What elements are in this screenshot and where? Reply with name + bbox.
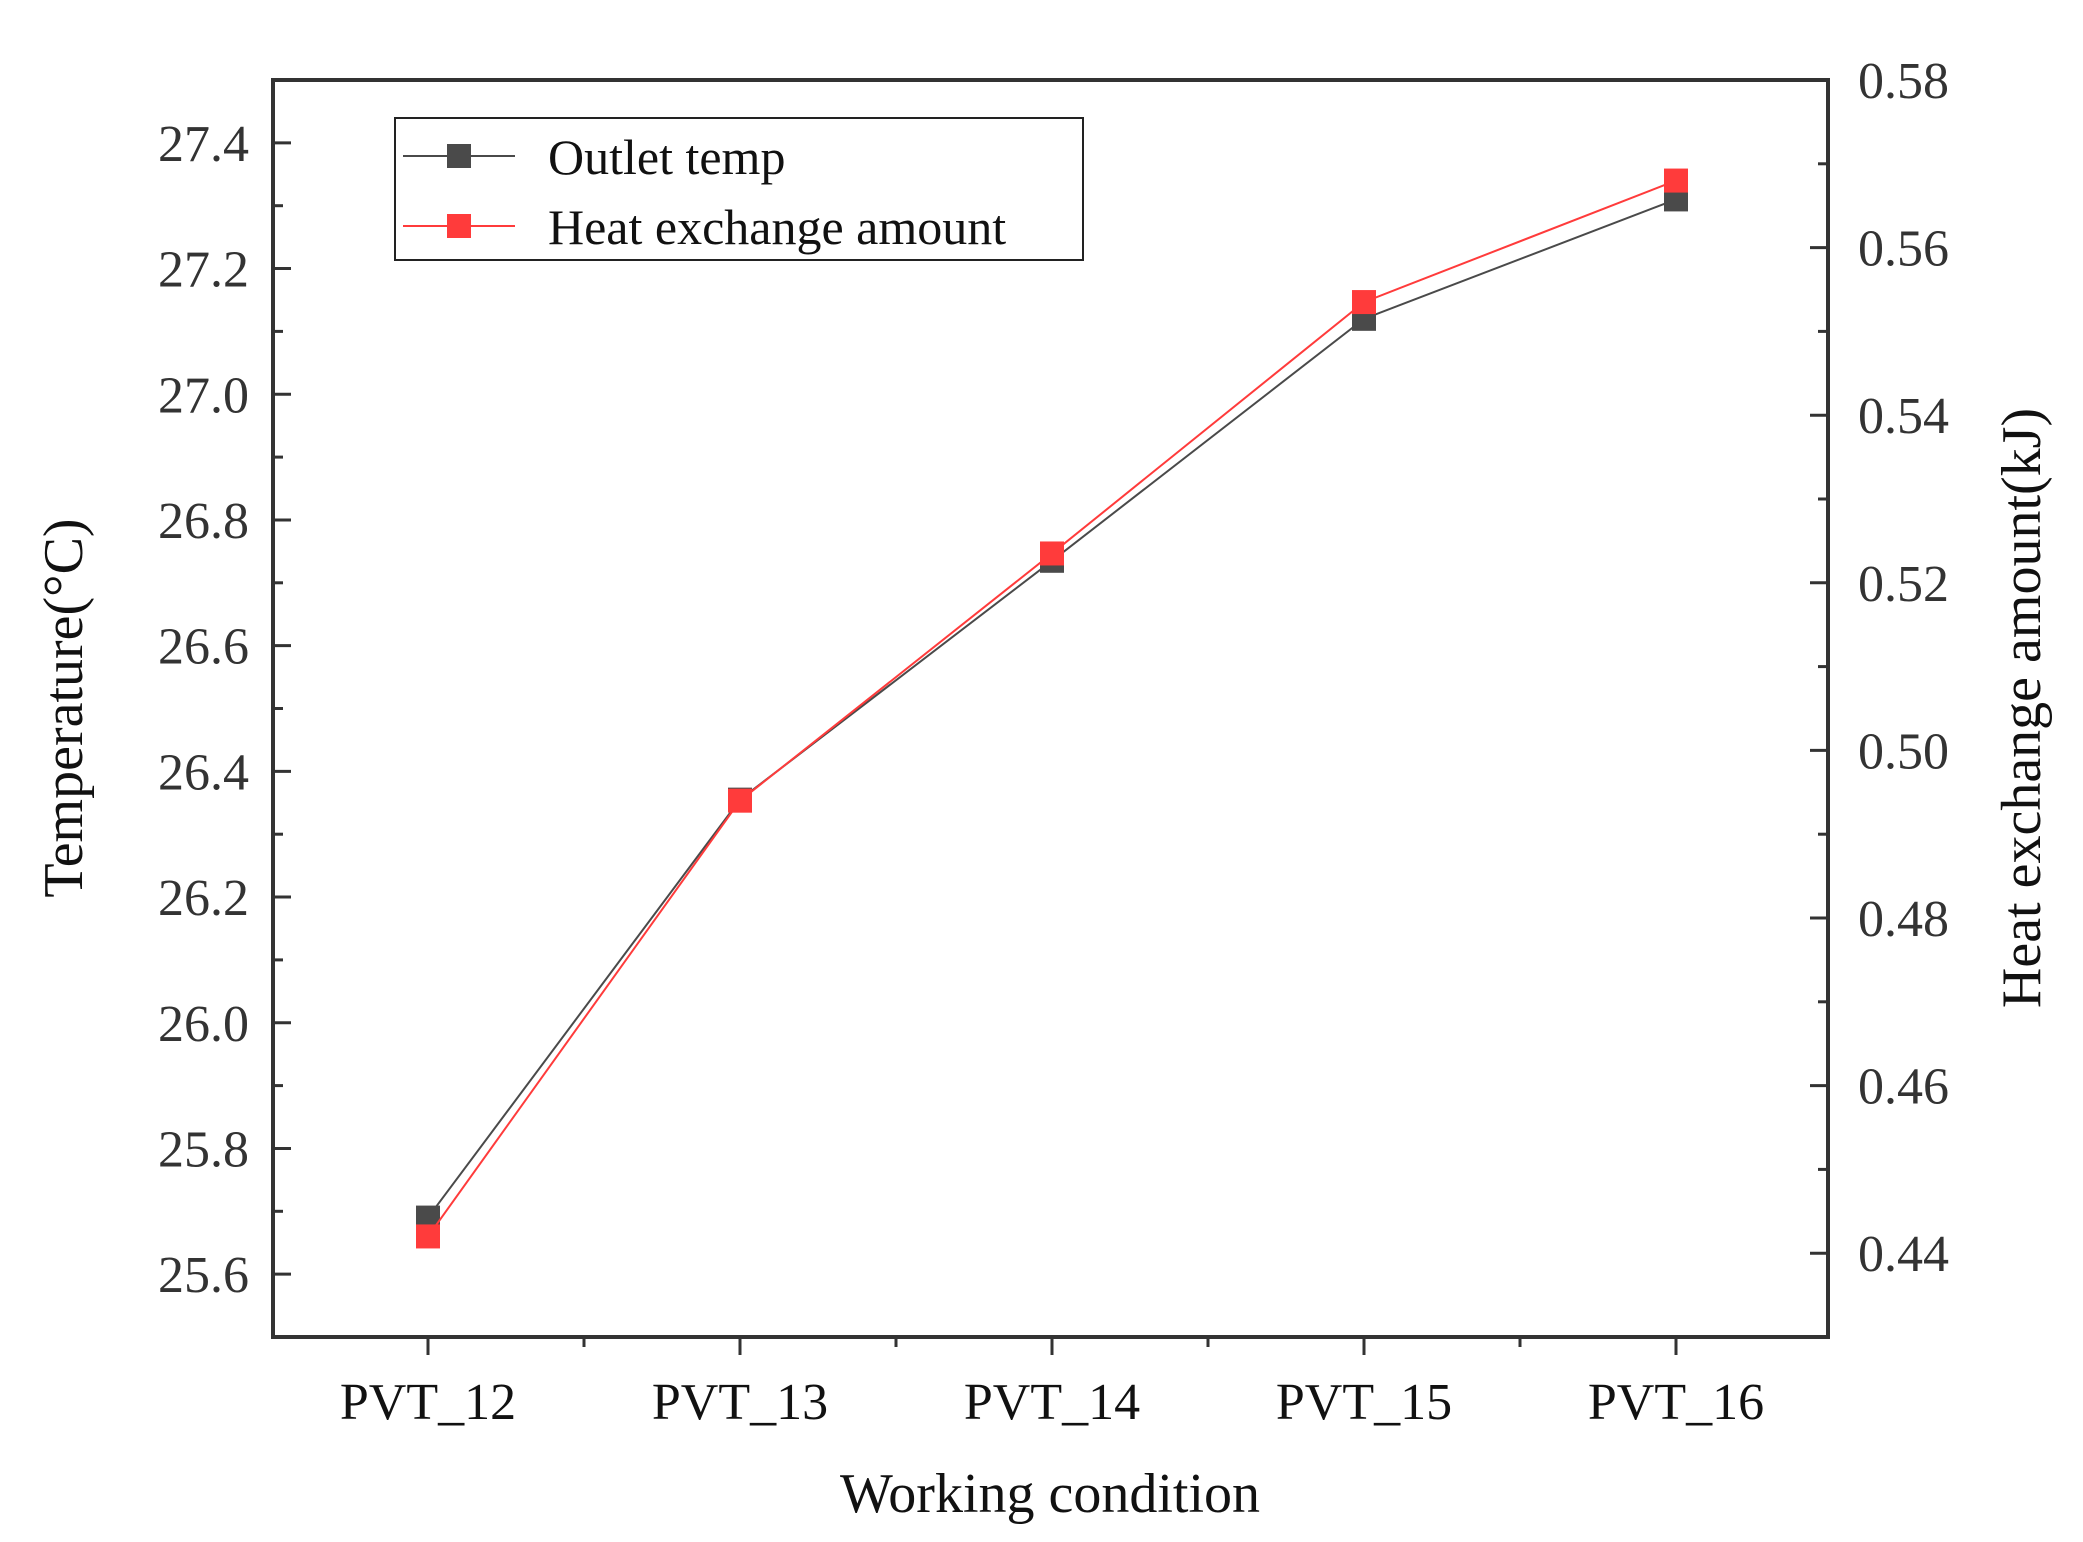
left-axis-title: Temperature(°C)	[33, 518, 95, 897]
legend-marker-outlet-temp	[447, 144, 471, 168]
series-layer	[416, 168, 1688, 1249]
right-tick-label: 0.44	[1858, 1226, 1949, 1283]
legend-box	[394, 117, 1084, 261]
right-tick-label: 0.52	[1858, 556, 1949, 613]
left-tick-label: 26.8	[158, 493, 249, 550]
x-axis-title: Working condition	[840, 1463, 1260, 1525]
legend: Outlet temp Heat exchange amount	[394, 117, 1084, 261]
x-tick-label: PVT_14	[964, 1374, 1140, 1431]
x-tick-label: PVT_13	[652, 1374, 828, 1431]
right-tick-label: 0.50	[1858, 723, 1949, 780]
left-tick-label: 25.8	[158, 1121, 249, 1178]
right-tick-label: 0.48	[1858, 891, 1949, 948]
x-tick-label: PVT_16	[1588, 1374, 1764, 1431]
x-axis: PVT_12 PVT_13 PVT_14 PVT_15 PVT_16	[340, 1337, 1764, 1431]
data-point-series-1	[416, 1224, 440, 1249]
right-axis-title: Heat exchange amount(kJ)	[1991, 408, 2053, 1008]
legend-marker-heat-exchange	[447, 214, 471, 238]
left-tick-label: 26.0	[158, 996, 249, 1053]
right-tick-label: 0.54	[1858, 388, 1949, 445]
plot-frame	[271, 78, 1830, 1339]
left-axis: 25.6 25.8 26.0 26.2 26.4 26.6 26.8 27.0 27.2 27.4	[158, 78, 291, 1304]
left-tick-label: 26.4	[158, 744, 249, 801]
left-tick-label: 25.6	[158, 1247, 249, 1304]
data-point-series-1	[728, 788, 752, 813]
data-point-series-1	[1352, 290, 1376, 315]
right-tick-label: 0.46	[1858, 1059, 1949, 1116]
left-tick-label: 26.6	[158, 619, 249, 676]
x-tick-label: PVT_15	[1276, 1374, 1452, 1431]
right-axis: 0.44 0.46 0.48 0.50 0.52 0.54 0.56 0.58	[1810, 53, 1949, 1283]
left-tick-label: 27.4	[158, 116, 249, 173]
legend-label-outlet-temp: Outlet temp	[548, 129, 785, 185]
left-tick-label: 26.2	[158, 870, 249, 927]
data-point-series-1	[1040, 541, 1064, 566]
left-tick-label: 27.2	[158, 242, 249, 299]
data-point-series-1	[1664, 168, 1688, 193]
right-tick-label: 0.58	[1858, 53, 1949, 110]
series-line-1	[427, 179, 1677, 1238]
left-tick-label: 27.0	[158, 367, 249, 424]
right-tick-label: 0.56	[1858, 221, 1949, 278]
x-tick-label: PVT_12	[340, 1374, 516, 1431]
series-line-0	[427, 198, 1677, 1219]
legend-label-heat-exchange: Heat exchange amount	[548, 199, 1006, 255]
